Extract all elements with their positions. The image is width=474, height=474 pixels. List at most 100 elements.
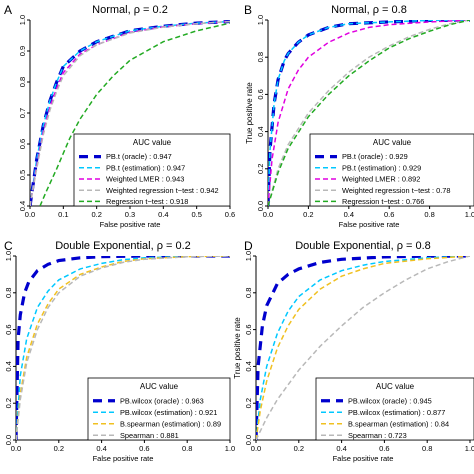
x-tick-label: 0.6: [225, 210, 235, 219]
legend-box: [309, 133, 474, 207]
y-tick-label: 0.6: [244, 324, 253, 334]
y-axis-label: True positive rate: [245, 82, 254, 144]
legend-title: AUC value: [140, 382, 179, 391]
x-tick-label: 0.6: [139, 444, 149, 453]
legend-title: AUC value: [373, 138, 412, 147]
legend: AUC value PB.wilcox (oracle) : 0.963 PB.wi…: [87, 377, 231, 441]
x-axis-label: False positive rate: [100, 220, 161, 229]
series-lines: [268, 20, 470, 206]
legend-entry: Spearman : 0.881: [120, 431, 179, 440]
panel-title: Normal, ρ = 0.2: [92, 4, 168, 16]
legend-box: [315, 377, 474, 441]
series-line-4: [268, 20, 470, 206]
x-tick-label: 0.8: [182, 444, 192, 453]
y-tick-label: 0.4: [18, 201, 27, 211]
y-tick-label: 0.4: [256, 126, 265, 136]
y-tick-label: 0.6: [256, 89, 265, 99]
x-tick-label: 0.3: [125, 210, 135, 219]
y-tick-label: 1.0: [18, 15, 27, 25]
panel-b: B Normal, ρ = 0.8 0.0 0.2 0.4 0.6 0.8 1.0 0.0 0.2…: [244, 3, 474, 229]
x-tick-label: 0.4: [336, 444, 346, 453]
series-lines: [16, 256, 230, 440]
legend-entry: Weighted LMER : 0.892: [342, 175, 420, 184]
series-line-3: [256, 256, 470, 440]
series-line-2: [30, 20, 230, 206]
legend-title: AUC value: [133, 138, 172, 147]
y-tick-label: 0.6: [4, 324, 13, 334]
legend: AUC value PB.t (oracle) : 0.929 PB.t (esti…: [309, 133, 474, 207]
x-tick-label: 0.8: [422, 444, 432, 453]
series-line-3: [30, 20, 230, 206]
x-tick-label: 0.2: [303, 210, 313, 219]
y-tick-label: 0.6: [18, 139, 27, 149]
x-tick-label: 1.0: [225, 444, 235, 453]
panel-d: D Double Exponential, ρ = 0.8 0.0 0.2 0.4 0.6…: [233, 239, 474, 463]
x-tick-label: 1.0: [465, 210, 474, 219]
legend-entry: PB.wilcox (oracle) : 0.963: [120, 396, 204, 405]
x-tick-label: 0.4: [158, 210, 168, 219]
y-tick-label: 0.8: [244, 288, 253, 298]
panel-letter: A: [4, 3, 12, 17]
x-tick-label: 0.0: [251, 444, 261, 453]
series-line-0: [256, 256, 470, 440]
y-tick-label: 0.4: [244, 361, 253, 371]
y-tick-label: 0.9: [18, 46, 27, 56]
legend-entry: PB.t (estimation) : 0.947: [106, 163, 185, 172]
y-tick-label: 0.2: [256, 164, 265, 174]
x-tick-label: 0.2: [91, 210, 101, 219]
panel-a: A Normal, ρ = 0.2 0.0 0.1 0.2 0.3 0.4 0.5 0.6 0.4…: [4, 3, 235, 229]
series-line-3: [16, 256, 230, 440]
legend-entry: B.spearman (estimation) : 0.84: [348, 419, 449, 428]
y-tick-label: 0.5: [18, 170, 27, 180]
panel-title: Normal, ρ = 0.8: [331, 4, 407, 16]
legend-entry: PB.wilcox (oracle) : 0.945: [348, 396, 432, 405]
series-line-2: [268, 20, 470, 206]
y-tick-label: 1.0: [244, 251, 253, 261]
series-line-4: [39, 22, 230, 206]
x-axis-label: False positive rate: [339, 220, 400, 229]
legend-entry: PB.t (oracle) : 0.947: [106, 152, 172, 161]
legend-entry: Spearman : 0.723: [348, 431, 407, 440]
y-tick-label: 0.0: [244, 435, 253, 445]
series-line-0: [16, 256, 230, 440]
legend-entry: PB.wilcox (estimation) : 0.921: [120, 408, 217, 417]
x-tick-label: 1.0: [465, 444, 474, 453]
panel-letter: C: [4, 239, 13, 253]
legend-entry: B.spearman (estimation) : 0.89: [120, 419, 221, 428]
y-tick-label: 0.8: [256, 52, 265, 62]
x-axis-label: False positive rate: [333, 454, 394, 463]
legend-box: [73, 133, 231, 207]
x-tick-label: 0.8: [424, 210, 434, 219]
series-lines: [30, 20, 230, 206]
y-axis-label: True positive rate: [233, 317, 242, 379]
x-tick-label: 0.1: [58, 210, 68, 219]
legend-entry: Regression t−test : 0.766: [342, 197, 424, 206]
y-tick-label: 0.8: [18, 77, 27, 87]
y-tick-label: 0.0: [256, 201, 265, 211]
series-line-3: [268, 20, 470, 206]
y-tick-label: 0.4: [4, 361, 13, 371]
series-line-1: [268, 20, 470, 206]
legend-entry: Regression t−test : 0.918: [106, 197, 188, 206]
x-tick-label: 0.0: [25, 210, 35, 219]
x-tick-label: 0.4: [96, 444, 106, 453]
legend: AUC value PB.t (oracle) : 0.947 PB.t (esti…: [73, 133, 231, 207]
panel-letter: B: [244, 3, 252, 17]
y-tick-label: 0.8: [4, 288, 13, 298]
legend-entry: Weighted regression t−test : 0.78: [342, 186, 451, 195]
x-tick-label: 0.0: [263, 210, 273, 219]
y-tick-label: 0.7: [18, 108, 27, 118]
y-tick-label: 1.0: [4, 251, 13, 261]
x-tick-label: 0.0: [11, 444, 21, 453]
panel-letter: D: [244, 239, 253, 253]
series-line-1: [256, 256, 470, 440]
legend-entry: Weighted LMER : 0.943: [106, 175, 184, 184]
x-tick-label: 0.4: [344, 210, 354, 219]
y-tick-label: 0.0: [4, 435, 13, 445]
x-tick-label: 0.5: [191, 210, 201, 219]
legend: AUC value PB.wilcox (oracle) : 0.945 PB.wi…: [315, 377, 474, 441]
panel-title: Double Exponential, ρ = 0.8: [295, 240, 431, 252]
y-tick-label: 1.0: [256, 15, 265, 25]
legend-entry: Weighted regression t−test : 0.942: [106, 186, 219, 195]
